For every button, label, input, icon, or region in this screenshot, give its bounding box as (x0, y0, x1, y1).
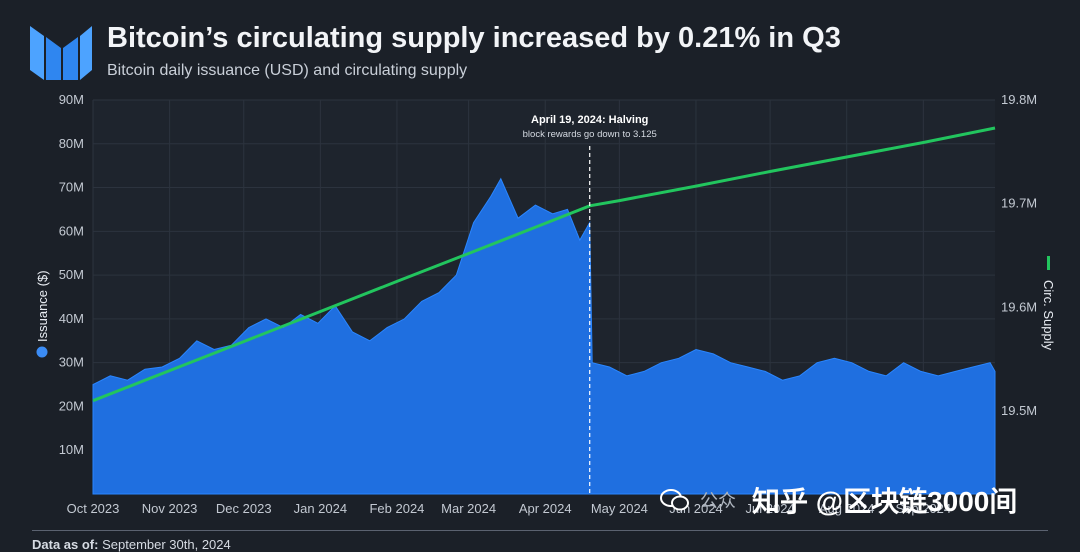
watermark: 公众 知乎 @区块链3000间 (660, 482, 1017, 518)
footer-value: September 30th, 2024 (102, 537, 231, 552)
y-left-ticks: 10M 20M 30M 40M 50M 60M 70M 80M 90M (59, 92, 84, 457)
x-tick-label: Aug 2024 (819, 501, 875, 516)
halving-annotation-text: block rewards go down to 3.125 (523, 129, 657, 140)
y-left-tick-label: 60M (59, 223, 84, 238)
footer: Data as of: September 30th, 2024 (32, 537, 231, 552)
chart-subtitle: Bitcoin daily issuance (USD) and circula… (107, 62, 468, 79)
footer-label: Data as of: (32, 537, 99, 552)
messari-logo-icon (30, 26, 92, 80)
x-tick-label: May 2024 (591, 501, 648, 516)
y-right-tick-label: 19.6M (1001, 299, 1037, 314)
y-right-tick-label: 19.5M (1001, 403, 1037, 418)
chart-title: Bitcoin’s circulating supply increased b… (107, 22, 841, 54)
x-tick-label: Apr 2024 (519, 501, 572, 516)
y-right-label: Circ. Supply (1041, 280, 1056, 351)
supply-legend-line (1047, 256, 1050, 270)
y-left-tick-label: 50M (59, 267, 84, 282)
y-left-tick-label: 40M (59, 311, 84, 326)
y-right-axis-title: Circ. Supply (1041, 256, 1056, 351)
y-left-label: Issuance ($) (35, 270, 50, 342)
issuance-legend-dot (36, 346, 48, 358)
x-tick-label: Sep 2024 (895, 501, 951, 516)
x-tick-label: Jan 2024 (294, 501, 348, 516)
y-left-tick-label: 70M (59, 180, 84, 195)
wechat-icon (660, 489, 689, 511)
y-right-tick-label: 19.7M (1001, 196, 1037, 211)
watermark-partial-text: 公众 (700, 491, 736, 511)
halving-annotation-title: April 19, 2024: Halving (531, 114, 648, 126)
y-left-tick-label: 10M (59, 442, 84, 457)
x-tick-label: Mar 2024 (441, 501, 496, 516)
x-tick-label: Nov 2023 (142, 501, 198, 516)
watermark-text: 知乎 @区块链3000间 (752, 486, 1018, 517)
y-right-tick-label: 19.8M (1001, 92, 1037, 107)
y-left-tick-label: 80M (59, 136, 84, 151)
y-right-ticks: 19.5M 19.6M 19.7M 19.8M (1001, 92, 1037, 418)
x-tick-label: Oct 2023 (67, 501, 120, 516)
x-tick-label: Feb 2024 (369, 501, 424, 516)
series-circ-supply-line (92, 126, 996, 403)
x-tick-label: Dec 2023 (216, 501, 272, 516)
y-left-tick-label: 20M (59, 398, 84, 413)
x-ticks: Oct 2023 Nov 2023 Dec 2023 Jan 2024 Feb 2024… (67, 501, 952, 516)
x-tick-label: Jul 2024 (746, 501, 795, 516)
y-left-axis-title: Issuance ($) (35, 270, 50, 358)
footer-divider (32, 530, 1048, 531)
y-left-tick-label: 30M (59, 355, 84, 370)
series-issuance-area (92, 177, 996, 495)
y-left-tick-label: 90M (59, 92, 84, 107)
